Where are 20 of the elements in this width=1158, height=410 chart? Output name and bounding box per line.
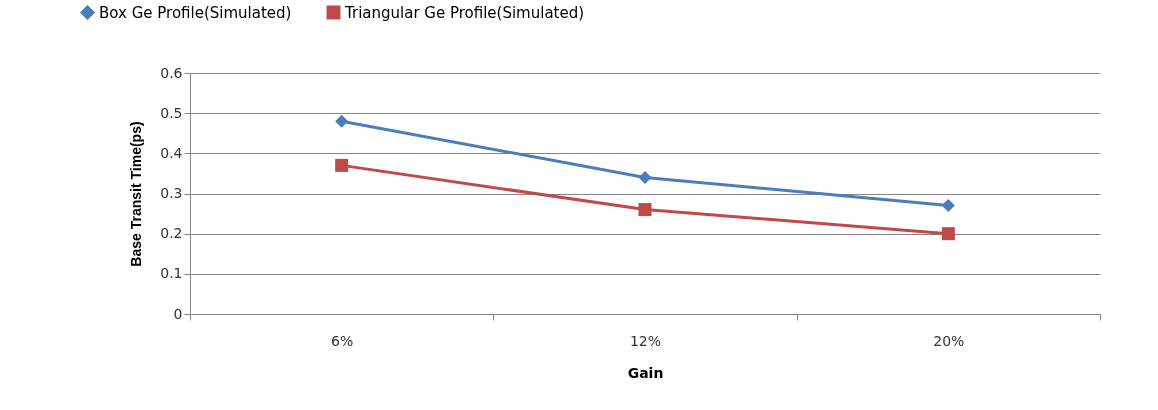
legend-label: Box Ge Profile(Simulated) xyxy=(99,3,292,22)
legend-label: Triangular Ge Profile(Simulated) xyxy=(344,3,585,22)
x-tick-label: 12% xyxy=(629,332,662,349)
point xyxy=(335,158,349,172)
x-axis-title: Gain xyxy=(627,364,664,381)
y-tick-label: 0.1 xyxy=(160,265,183,282)
point xyxy=(941,227,955,241)
point xyxy=(941,199,955,213)
y-axis-title: Base Transit Time(ps) xyxy=(128,121,145,267)
x-tick-label: 20% xyxy=(933,332,965,349)
y-tick-label: 0.5 xyxy=(160,104,183,121)
point xyxy=(638,203,652,217)
x-tick-label: 6% xyxy=(331,332,354,349)
y-tick-label: 0.3 xyxy=(160,185,183,201)
y-tick-label: 0 xyxy=(173,305,183,322)
point xyxy=(335,114,349,128)
y-tick-label: 0.2 xyxy=(160,225,183,242)
point xyxy=(638,170,652,184)
y-tick-label: 0.4 xyxy=(160,144,183,161)
y-tick-label: 0.6 xyxy=(160,64,183,81)
